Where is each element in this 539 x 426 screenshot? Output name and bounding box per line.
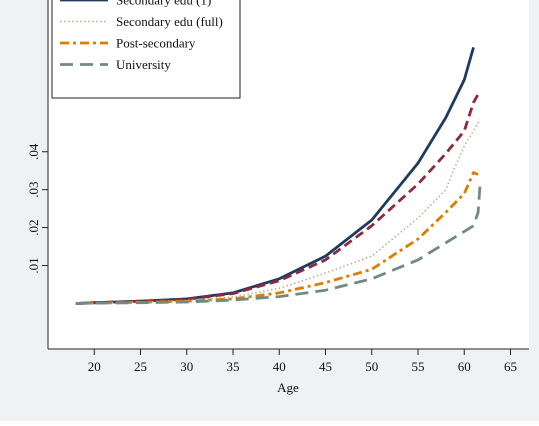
x-tick-label-40: 40 — [273, 359, 286, 374]
x-tick-label-65: 65 — [504, 359, 517, 374]
legend-label-1: Secondary edu (1) — [116, 0, 211, 8]
x-tick-label-30: 30 — [180, 359, 193, 374]
y-tick-label-1: .01 — [26, 257, 41, 273]
legend-label-3: Post-secondary — [116, 36, 196, 51]
legend-label-2: Secondary edu (full) — [116, 14, 223, 29]
series-layer — [75, 47, 482, 305]
y-tick-label-3: .03 — [26, 182, 41, 198]
x-tick-label-60: 60 — [458, 359, 471, 374]
legend: Secondary edu (1) Secondary edu (full) Pos… — [51, 0, 241, 99]
x-tick-label-35: 35 — [227, 359, 240, 374]
x-tick-label-20: 20 — [88, 359, 101, 374]
axes-layer: 20 25 30 35 40 45 50 55 60 65 .01 .02 .03 .04 — [26, 0, 529, 374]
x-tick-label-25: 25 — [134, 359, 147, 374]
x-tick-label-55: 55 — [412, 359, 425, 374]
x-axis-label: Age — [277, 380, 299, 395]
x-tick-label-45: 45 — [319, 359, 332, 374]
y-tick-label-4: .04 — [26, 143, 41, 160]
series-line-5 — [75, 185, 482, 305]
legend-label-4: University — [116, 57, 171, 72]
y-tick-label-2: .02 — [26, 219, 41, 235]
legend-box — [51, 0, 241, 99]
x-tick-label-50: 50 — [365, 359, 378, 374]
